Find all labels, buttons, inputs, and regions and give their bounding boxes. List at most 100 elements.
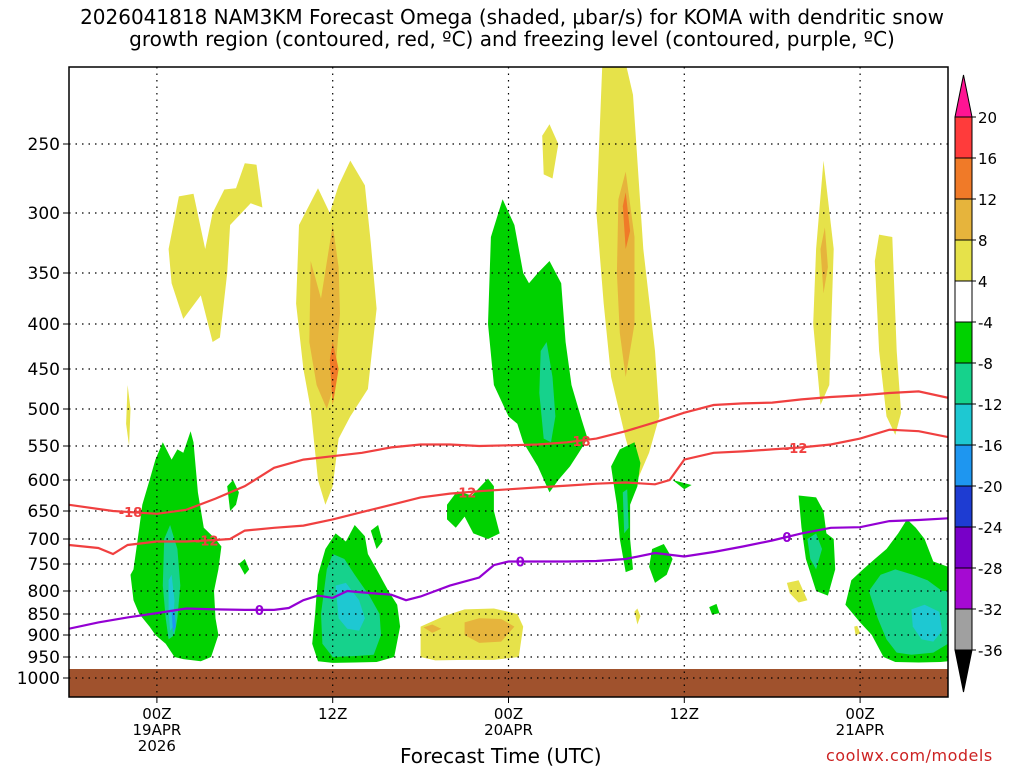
ground-band bbox=[69, 669, 948, 697]
colorbar-label-7: -12 bbox=[978, 396, 1003, 414]
y-tick-label-750: 750 bbox=[28, 555, 60, 575]
omega-region-29 bbox=[238, 559, 250, 575]
omega-region-28 bbox=[227, 480, 239, 511]
dgz-contour-minus12-label-1: -12 bbox=[453, 486, 477, 501]
omega-shading bbox=[126, 67, 948, 663]
credit-text: coolwx.com/models bbox=[826, 746, 993, 765]
x-tick-label-0-2: 2026 bbox=[138, 737, 176, 755]
colorbar-label-5: -4 bbox=[978, 314, 993, 332]
omega-region-0 bbox=[168, 163, 263, 342]
x-tick-label-0-1: 19APR bbox=[132, 721, 181, 739]
y-tick-label-250: 250 bbox=[28, 135, 60, 155]
colorbar-bin-2 bbox=[954, 198, 973, 241]
freezing-level-line bbox=[69, 517, 948, 630]
y-tick-label-550: 550 bbox=[28, 437, 60, 457]
omega-region-22 bbox=[622, 489, 629, 534]
dgz-contour-minus18 bbox=[69, 390, 948, 515]
omega-region-40 bbox=[709, 603, 720, 615]
omega-region-3 bbox=[329, 342, 339, 405]
omega-region-27 bbox=[171, 609, 176, 633]
colorbar-label-0: 20 bbox=[978, 109, 997, 127]
colorbar-bin-6 bbox=[954, 362, 973, 405]
omega-region-4 bbox=[126, 385, 131, 446]
x-tick-label-4-1: 21APR bbox=[836, 721, 885, 739]
chart-title-line-2: growth region (contoured, red, ºC) and f… bbox=[129, 27, 895, 51]
dgz-contour-minus18-label-1: -18 bbox=[567, 435, 591, 450]
colorbar-label-6: -8 bbox=[978, 355, 993, 373]
chart-title: 2026041818 NAM3KM Forecast Omega (shaded… bbox=[0, 6, 1024, 50]
colorbar: 20 16 12 8 4 -4 -8 -12 -16 -20 -24 -28 -32 -36 bbox=[954, 74, 1003, 693]
omega-region-13 bbox=[464, 618, 515, 643]
contour-labels: -18 -18 -12 -12 -12 0 0 0 bbox=[119, 435, 808, 619]
omega-region-10 bbox=[820, 227, 828, 294]
y-tick-label-850: 850 bbox=[28, 605, 60, 625]
colorbar-bin-9 bbox=[954, 485, 973, 528]
omega-region-11 bbox=[874, 234, 902, 435]
colorbar-bin-1 bbox=[954, 157, 973, 200]
pressure-axis: 2503003504004505005506006507007508008509… bbox=[17, 135, 69, 689]
x-tick-label-1-0: 12Z bbox=[318, 705, 347, 723]
freezing-level-line-label-2: 0 bbox=[782, 531, 791, 546]
colorbar-bin-10 bbox=[954, 526, 973, 569]
colorbar-bin-0 bbox=[954, 116, 973, 159]
x-tick-label-4-0: 00Z bbox=[845, 705, 874, 723]
dgz-contour-minus12-label-2: -12 bbox=[784, 442, 808, 457]
colorbar-bin-11 bbox=[954, 567, 973, 610]
colorbar-label-9: -20 bbox=[978, 478, 1003, 496]
freezing-level-line-label-1: 0 bbox=[516, 556, 525, 571]
colorbar-label-12: -32 bbox=[978, 601, 1003, 619]
y-tick-label-650: 650 bbox=[28, 502, 60, 522]
colorbar-bin-12 bbox=[954, 608, 973, 651]
x-tick-label-0-0: 00Z bbox=[142, 705, 171, 723]
x-tick-label-2-0: 00Z bbox=[494, 705, 523, 723]
y-tick-label-400: 400 bbox=[28, 315, 60, 335]
colorbar-label-11: -28 bbox=[978, 560, 1003, 578]
gridlines bbox=[69, 67, 948, 697]
dgz-contour-minus18-label-0: -18 bbox=[119, 506, 143, 521]
colorbar-label-10: -24 bbox=[978, 519, 1003, 537]
omega-region-17 bbox=[854, 625, 861, 636]
omega-region-16 bbox=[634, 608, 641, 625]
colorbar-label-4: 4 bbox=[978, 273, 988, 291]
y-tick-label-450: 450 bbox=[28, 360, 60, 380]
colorbar-label-1: 16 bbox=[978, 150, 997, 168]
y-tick-label-300: 300 bbox=[28, 204, 60, 224]
omega-region-5 bbox=[542, 124, 559, 179]
dgz-contour-minus12 bbox=[69, 428, 948, 556]
omega-region-33 bbox=[370, 525, 383, 549]
omega-region-14 bbox=[423, 624, 442, 633]
y-tick-label-950: 950 bbox=[28, 648, 60, 668]
colorbar-arrow-top bbox=[954, 74, 973, 118]
omega-region-19 bbox=[539, 342, 556, 443]
colorbar-arrow-bottom bbox=[954, 649, 973, 693]
omega-region-36 bbox=[807, 533, 822, 570]
x-tick-label-2-1: 20APR bbox=[484, 721, 533, 739]
x-axis-title: Forecast Time (UTC) bbox=[400, 744, 602, 768]
colorbar-bin-3 bbox=[954, 239, 973, 282]
omega-region-18 bbox=[488, 199, 588, 493]
colorbar-bin-8 bbox=[954, 444, 973, 487]
colorbar-label-13: -36 bbox=[978, 642, 1003, 660]
y-tick-label-600: 600 bbox=[28, 471, 60, 491]
y-tick-label-700: 700 bbox=[28, 530, 60, 550]
colorbar-label-3: 8 bbox=[978, 232, 988, 250]
contour-lines bbox=[69, 390, 948, 630]
colorbar-bin-4 bbox=[954, 280, 973, 323]
omega-region-8 bbox=[622, 192, 631, 249]
y-tick-label-900: 900 bbox=[28, 626, 60, 646]
x-tick-label-3-0: 12Z bbox=[670, 705, 699, 723]
y-tick-label-500: 500 bbox=[28, 400, 60, 420]
colorbar-bin-7 bbox=[954, 403, 973, 446]
colorbar-bin-5 bbox=[954, 321, 973, 364]
dgz-contour-minus12-label-0: -12 bbox=[195, 534, 219, 549]
ground-layer bbox=[69, 669, 948, 697]
colorbar-label-2: 12 bbox=[978, 191, 997, 209]
omega-region-32 bbox=[335, 582, 365, 631]
omega-region-7 bbox=[616, 171, 635, 377]
y-tick-label-1000: 1000 bbox=[17, 669, 60, 689]
y-tick-label-800: 800 bbox=[28, 582, 60, 602]
chart-title-line-1: 2026041818 NAM3KM Forecast Omega (shaded… bbox=[80, 5, 944, 29]
omega-region-34 bbox=[672, 480, 692, 490]
freezing-level-line-label-0: 0 bbox=[255, 604, 264, 619]
